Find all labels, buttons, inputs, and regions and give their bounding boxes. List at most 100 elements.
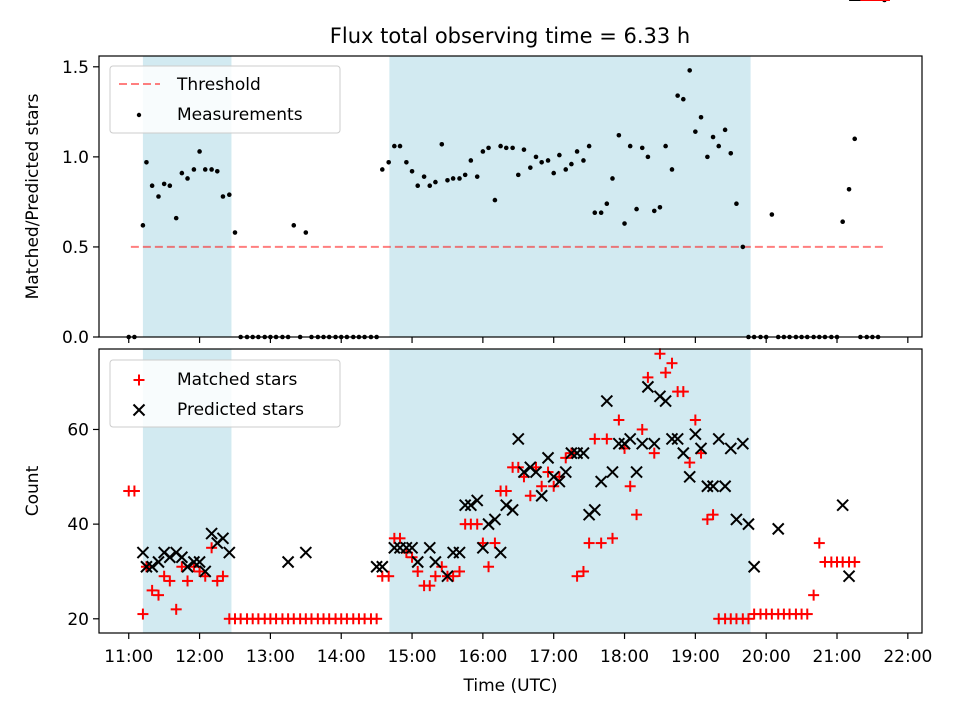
matched-star-point (194, 565, 206, 577)
x-stroke-b (612, 437, 626, 450)
measurement-point (616, 132, 622, 138)
measurement-point (539, 159, 544, 165)
x-stroke-b (836, 498, 849, 512)
measurement-point (846, 186, 852, 192)
predicted-star-point (500, 498, 513, 512)
predicted-star-point (205, 527, 218, 540)
matched-star-point (383, 570, 395, 582)
matched-star-point (483, 561, 495, 573)
measurement-point (220, 194, 226, 199)
x-stroke-b (216, 532, 230, 545)
measurement-point (492, 197, 498, 203)
measurement-point (675, 93, 680, 98)
x-stroke-b (565, 446, 578, 460)
bottom-panel-legend: Matched stars Predicted stars (109, 359, 341, 428)
predicted-star-point (565, 446, 578, 460)
measurement-point (191, 167, 197, 172)
matched-star-point (677, 386, 689, 398)
measurement-point (498, 143, 503, 149)
x-stroke-b (376, 560, 389, 573)
measurement-point (592, 210, 598, 216)
matched-star-point (424, 580, 436, 592)
matched-star-point (801, 608, 813, 620)
x-stroke-b (659, 394, 672, 408)
x-tick-label: 14:00 (317, 647, 366, 667)
matched-star-point (146, 584, 158, 596)
x-stroke-b (223, 546, 236, 559)
legend-box (109, 359, 341, 428)
x-stroke-b (299, 546, 313, 559)
predicted-star-point (281, 555, 295, 569)
matched-star-point (524, 490, 536, 502)
x-stroke-b (665, 432, 679, 446)
predicted-star-point (535, 489, 548, 502)
matched-star-point (624, 480, 636, 492)
x-stroke-b (630, 465, 643, 479)
observing-interval-shade (389, 349, 751, 633)
y-tick-label: 20 (67, 610, 89, 630)
x-stroke-b (464, 498, 478, 512)
predicted-star-point (836, 498, 849, 512)
measurement-point (663, 143, 668, 149)
x-stroke-b (517, 465, 531, 479)
x-stroke-b (199, 565, 212, 578)
x-stroke-b (471, 494, 484, 507)
measurement-point (687, 68, 692, 73)
x-stroke-b (476, 541, 490, 555)
measurement-point (569, 161, 574, 167)
matched-star-point (589, 433, 601, 445)
legend-matched-swatch (133, 374, 145, 386)
measurement-point (728, 150, 734, 156)
predicted-star-point (175, 551, 189, 564)
predicted-star-point (145, 560, 159, 573)
x-stroke-b (388, 541, 401, 555)
measurement-point (622, 221, 627, 226)
top-panel: 0.0 0.5 1.0 1.5 Matched/Predicted stars Thr… (23, 0, 923, 348)
x-stroke-b (736, 437, 750, 450)
x-stroke-b (163, 551, 177, 564)
x-tick-label: 17:00 (529, 647, 578, 667)
x-stroke-b (648, 437, 661, 450)
measurement-point (634, 206, 639, 212)
matched-star-point (654, 348, 666, 360)
x-tick-label: 11:00 (104, 647, 153, 667)
x-tick-label: 15:00 (388, 647, 437, 667)
predicted-star-point (594, 475, 608, 488)
x-stroke-b (606, 465, 619, 479)
measurement-point (480, 149, 486, 154)
measurement-point (232, 230, 238, 235)
measurement-point (639, 145, 645, 151)
x-tick-label: 12:00 (175, 647, 224, 667)
measurement-point (510, 145, 515, 151)
predicted-star-point (193, 555, 206, 569)
x-stroke-b (553, 475, 566, 488)
measurement-point (291, 223, 297, 228)
measurement-point (852, 136, 858, 142)
x-tick-label: 20:00 (742, 647, 791, 667)
legend-predicted-swatch (132, 403, 146, 417)
measurement-point (645, 154, 651, 160)
measurement-point (179, 170, 185, 176)
predicted-star-point (187, 555, 201, 569)
measurement-point (404, 159, 409, 165)
observing-interval-shade (389, 56, 751, 337)
predicted-star-point (577, 446, 590, 460)
predicted-star-point (677, 446, 690, 460)
matched-star-point (536, 480, 548, 492)
matched-star-point (595, 537, 607, 549)
measurement-point (397, 143, 403, 149)
measurement-point (202, 167, 208, 172)
measurement-point (681, 96, 686, 102)
matched-star-point (436, 561, 448, 573)
measurement-point (161, 181, 167, 187)
measurement-point (669, 167, 675, 172)
measurement-point (415, 183, 421, 188)
predicted-star-point (706, 480, 720, 493)
x-stroke-b (671, 432, 684, 446)
measurement-point (185, 176, 190, 181)
legend-predicted-label: Predicted stars (177, 400, 304, 420)
legend-measurements-label: Measurements (177, 105, 303, 125)
predicted-star-point (694, 442, 708, 455)
matched-star-point (152, 589, 164, 601)
x-stroke-b (458, 498, 472, 512)
